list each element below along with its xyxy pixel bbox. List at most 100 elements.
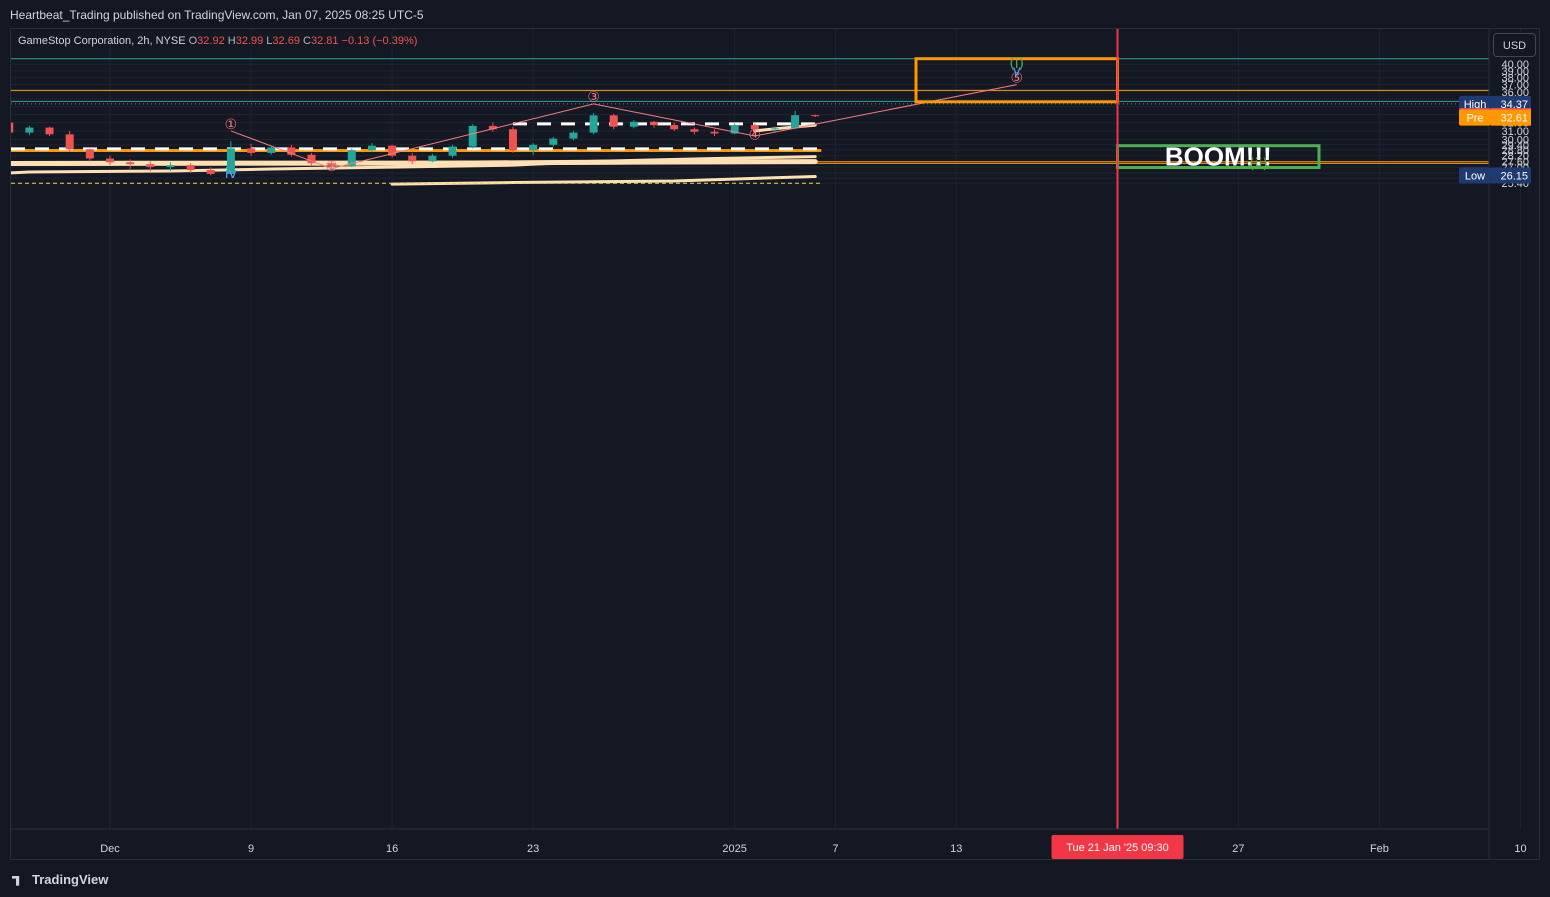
- price-label-value-bg: [1491, 109, 1531, 126]
- price-label-value: 32.61: [1500, 113, 1528, 125]
- wave-label: ①: [225, 117, 238, 133]
- vwap-band-lower: [11, 160, 817, 166]
- price-label-pre: Pre 32.61: [1459, 109, 1531, 126]
- legend-close: 32.81: [310, 35, 339, 47]
- candle-body: [549, 138, 558, 145]
- price-label-name: High: [1464, 99, 1487, 111]
- x-tick-label: 2025: [722, 843, 746, 855]
- candle-body: [770, 128, 779, 130]
- wave-label: ⑤: [1010, 70, 1023, 86]
- candle: [670, 122, 679, 131]
- tradingview-logo-icon: [12, 875, 20, 886]
- candle-body: [11, 122, 14, 133]
- candle-body: [690, 129, 699, 132]
- chart-frame[interactable]: BOOM!!!iiiiv①②③④⑤v(i)(ii)40.0039.0038.00…: [10, 28, 1540, 860]
- candle: [11, 122, 14, 133]
- candle-body: [85, 149, 94, 159]
- candle: [287, 144, 296, 157]
- price-label-value: 34.37: [1500, 99, 1528, 111]
- boom-label: BOOM!!!: [1165, 142, 1272, 172]
- crosshair-time-text: Tue 21 Jan '25 09:30: [1066, 842, 1169, 854]
- x-tick-label: Feb: [1370, 843, 1389, 855]
- candle: [791, 110, 800, 130]
- candle: [367, 143, 376, 153]
- y-tick-label: 36.00: [1501, 87, 1529, 99]
- candle-body: [206, 170, 215, 174]
- x-tick-label: 7: [832, 843, 838, 855]
- x-tick-label: 23: [527, 843, 539, 855]
- tradingview-logo-text: TradingView: [32, 872, 109, 887]
- y-tick-label: 29.40: [1501, 140, 1529, 152]
- y-tick-label: 40.00: [1501, 59, 1529, 71]
- legend-high: 32.99: [235, 35, 264, 47]
- x-tick-label: 13: [950, 843, 962, 855]
- candle-body: [327, 163, 336, 167]
- candle-body: [629, 121, 638, 127]
- candle-body: [408, 155, 417, 162]
- publication-bar: Heartbeat_Trading published on TradingVi…: [0, 0, 1550, 28]
- legend-high-label: H: [227, 35, 236, 47]
- wave-label: (i): [1009, 56, 1024, 72]
- wave-label: iv: [225, 166, 237, 182]
- candle-body: [65, 134, 74, 150]
- price-label-high: High 34.37: [1459, 95, 1531, 112]
- footer: [0, 862, 1550, 897]
- legend-change: −0.13 (−0.39%): [341, 35, 418, 47]
- y-tick-label: 28.20: [1501, 151, 1529, 163]
- candle: [408, 152, 417, 165]
- tradingview-logo[interactable]: TradingView: [12, 872, 108, 887]
- candle-body: [126, 162, 135, 165]
- candle: [106, 155, 114, 166]
- candle: [509, 126, 517, 153]
- y-tick-label: 38.00: [1501, 73, 1529, 85]
- candle: [488, 122, 497, 132]
- candle: [126, 159, 135, 170]
- price-label-name-bg: [1459, 109, 1491, 126]
- candle-body: [226, 148, 235, 174]
- candle-body: [670, 125, 679, 130]
- price-label-name-bg: [1459, 95, 1491, 112]
- candle: [65, 130, 74, 153]
- candle-body: [186, 165, 195, 171]
- candle: [629, 120, 638, 129]
- candle: [25, 125, 34, 136]
- candles: [11, 110, 820, 176]
- price-label-name: Pre: [1466, 113, 1483, 125]
- y-tick-label: 28.80: [1501, 145, 1529, 157]
- candle: [327, 161, 336, 169]
- candle: [45, 126, 54, 137]
- elliott-wave-path: [230, 84, 1017, 170]
- candle: [428, 153, 437, 163]
- candle-body: [750, 125, 759, 130]
- price-chart[interactable]: BOOM!!!iiiiv①②③④⑤v(i)(ii)40.0039.0038.00…: [11, 29, 1539, 859]
- candle-body: [710, 131, 719, 134]
- y-tick-label: 31.00: [1501, 126, 1529, 138]
- legend-symbol: GameStop Corporation, 2h, NYSE: [18, 35, 186, 47]
- candle-body: [25, 127, 34, 133]
- publication-text: Heartbeat_Trading published on TradingVi…: [10, 8, 424, 22]
- candle: [85, 148, 94, 162]
- currency-button[interactable]: USD: [1493, 33, 1536, 57]
- wave-label: ④: [749, 128, 762, 144]
- x-tick-label: 27: [1232, 843, 1244, 855]
- candle-body: [650, 121, 659, 126]
- legend-open-label: O: [188, 35, 198, 47]
- candle-body: [468, 125, 477, 147]
- candle-body: [448, 146, 457, 156]
- wave-label: ③: [587, 89, 600, 105]
- candle: [186, 163, 195, 173]
- candle-body: [791, 115, 800, 129]
- candle-body: [307, 154, 316, 164]
- candle: [811, 114, 820, 118]
- candle: [569, 130, 578, 141]
- candle-body: [287, 147, 296, 155]
- candle: [267, 145, 276, 155]
- candle: [448, 144, 457, 158]
- legend-close-label: C: [303, 35, 311, 47]
- y-tick-label: 27.60: [1501, 156, 1529, 168]
- candle-body: [569, 132, 578, 139]
- candle: [468, 124, 477, 149]
- candle-body: [146, 164, 155, 168]
- candle: [226, 141, 235, 175]
- candle-body: [811, 115, 820, 117]
